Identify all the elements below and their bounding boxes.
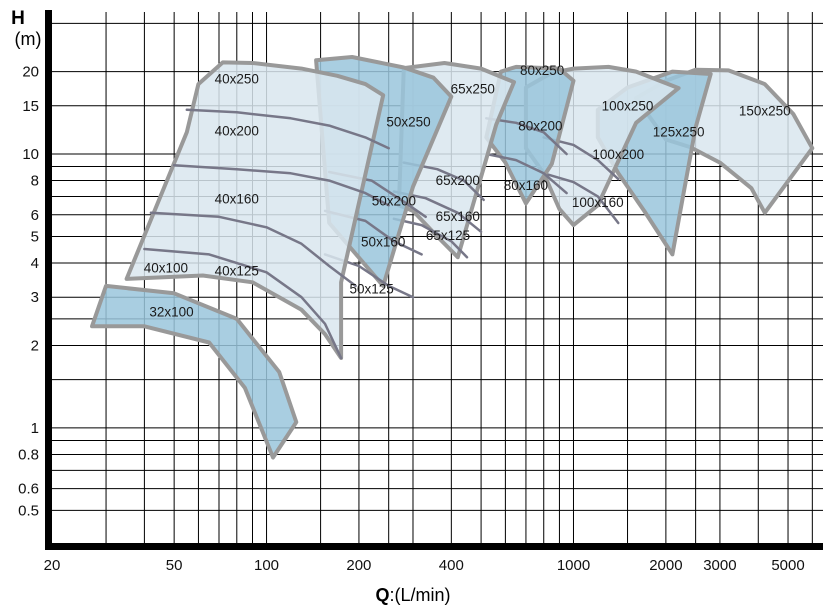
curve-40-x-160: [172, 163, 390, 207]
label-150-x-250: 150x250: [739, 104, 791, 119]
x-tick-label: 1000: [557, 557, 590, 574]
label-50-x-200: 50x200: [372, 193, 416, 208]
curve-40-x-200: [185, 108, 390, 150]
y-axis-title-unit: (m): [15, 29, 42, 49]
label-65-x-200: 65x200: [436, 173, 480, 188]
label-80-x-250: 80x250: [520, 63, 564, 78]
label-80-x-200: 80x200: [518, 118, 562, 133]
y-axis-line: [45, 10, 52, 550]
y-tick-label: 2: [31, 338, 39, 355]
y-tick-label: 20: [22, 64, 39, 81]
x-tick-label: 5000: [771, 557, 804, 574]
region-32-x-100: [90, 283, 299, 460]
label-40-x-125: 40x125: [215, 264, 259, 279]
curve-80-x-160: [485, 152, 568, 195]
region-40-x-250: [124, 60, 386, 360]
y-tick-label: 1: [31, 420, 39, 437]
x-tick-label: 20: [44, 557, 61, 574]
label-65-x-125: 65x125: [426, 228, 470, 243]
x-tick-label: 400: [439, 557, 464, 574]
x-axis-title-unit: :(L/min): [390, 585, 451, 605]
y-tick-label: 15: [22, 98, 39, 115]
x-axis-line: [45, 543, 823, 550]
label-50-x-160: 50x160: [361, 234, 405, 249]
y-tick-label: 6: [31, 207, 39, 224]
curve-80-x-200: [485, 117, 568, 156]
curve-40-x-100: [143, 247, 343, 360]
tick-labels: 20 50 100 200 400 1000 2000 3000 50000.50.60.812…: [18, 64, 805, 574]
x-tick-label: 2000: [649, 557, 682, 574]
y-tick-label: 8: [31, 173, 39, 190]
label-100-x-200: 100x200: [592, 147, 644, 162]
y-tick-label: 5: [31, 229, 39, 246]
y-tick-label: 0.5: [18, 502, 39, 519]
axes: [45, 10, 823, 550]
label-50-x-250: 50x250: [386, 115, 430, 130]
x-tick-label: 200: [346, 557, 371, 574]
label-40-x-160: 40x160: [215, 191, 259, 206]
label-80-x-160: 80x160: [504, 178, 548, 193]
label-40-x-250: 40x250: [215, 71, 259, 86]
label-40-x-100: 40x100: [144, 260, 188, 275]
y-tick-label: 4: [31, 255, 39, 272]
x-tick-label: 3000: [703, 557, 736, 574]
x-tick-label: 50: [166, 557, 183, 574]
curve-65-x-125: [392, 217, 469, 259]
x-axis-title-q: Q: [375, 585, 389, 605]
pump-regions: [90, 55, 815, 460]
y-axis-title-h: H: [11, 8, 25, 29]
x-tick-label: 100: [254, 557, 279, 574]
label-100-x-250: 100x250: [602, 99, 654, 114]
label-40-x-200: 40x200: [215, 123, 259, 138]
x-axis-title: Q:(L/min): [375, 585, 450, 605]
label-50-x-125: 50x125: [349, 281, 393, 296]
label-100-x-160: 100x160: [572, 195, 624, 210]
pump-labels: 150x250 125x250 100x250 100x200 100x160 80x25…: [144, 63, 791, 319]
y-tick-label: 10: [22, 146, 39, 163]
curve-100-x-160: [542, 172, 620, 225]
curve-40-x-125: [149, 211, 357, 288]
y-tick-label: 3: [31, 289, 39, 306]
label-65-x-250: 65x250: [451, 82, 495, 97]
label-65-x-160: 65x160: [436, 209, 480, 224]
y-tick-label: 0.8: [18, 446, 39, 463]
label-32-x-100: 32x100: [149, 305, 193, 320]
label-125-x-250: 125x250: [653, 124, 705, 139]
y-tick-label: 0.6: [18, 481, 39, 498]
